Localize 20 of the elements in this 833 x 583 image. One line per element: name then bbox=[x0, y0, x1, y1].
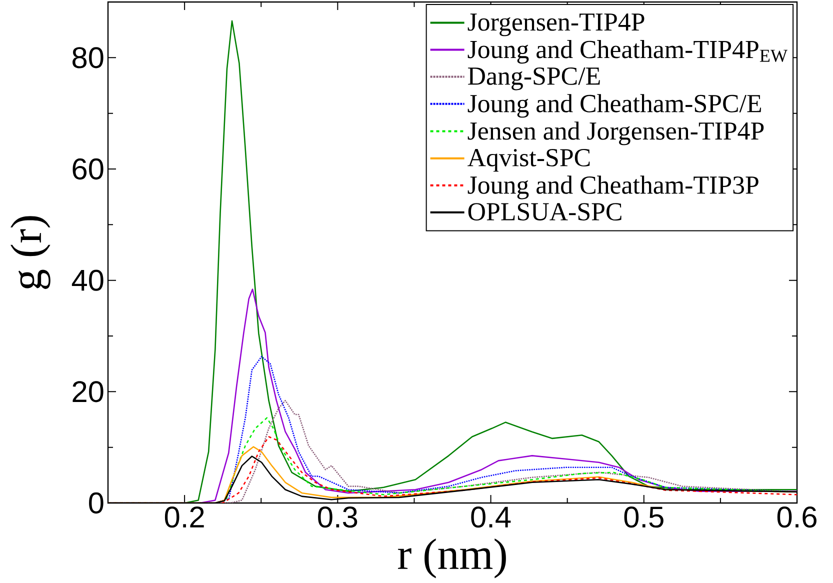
y-tick-label: 80 bbox=[72, 47, 104, 68]
legend-label: Jorgensen-TIP4P bbox=[468, 14, 644, 36]
x-tick-label: 0.4 bbox=[471, 506, 511, 528]
y-tick-label: 20 bbox=[72, 381, 104, 402]
y-tick-label: 0 bbox=[89, 492, 104, 514]
y-tick-label: 40 bbox=[72, 270, 104, 291]
legend-label: Jensen and Jorgensen-TIP4P bbox=[468, 122, 764, 146]
y-axis-title: g (r) bbox=[10, 216, 50, 289]
y-tick-label: 60 bbox=[72, 158, 104, 180]
x-tick-label: 0.2 bbox=[164, 506, 204, 528]
legend-label: OPLSUA-SPC bbox=[468, 203, 622, 220]
legend-label: Joung and Cheatham-TIP4P$_{EW}$ bbox=[468, 40, 788, 64]
x-tick-label: 0.5 bbox=[624, 506, 664, 528]
legend-label: Joung and Cheatham-TIP3P bbox=[468, 176, 758, 200]
legend-label: Aqvist-SPC bbox=[468, 149, 590, 172]
x-tick-label: 0.3 bbox=[318, 506, 358, 528]
legend-label: Dang-SPC/E bbox=[468, 67, 600, 90]
x-tick-label: 0.6 bbox=[777, 506, 816, 528]
x-axis-title: r (nm) bbox=[398, 538, 506, 578]
legend-label: Joung and Cheatham-SPC/E bbox=[468, 94, 762, 118]
